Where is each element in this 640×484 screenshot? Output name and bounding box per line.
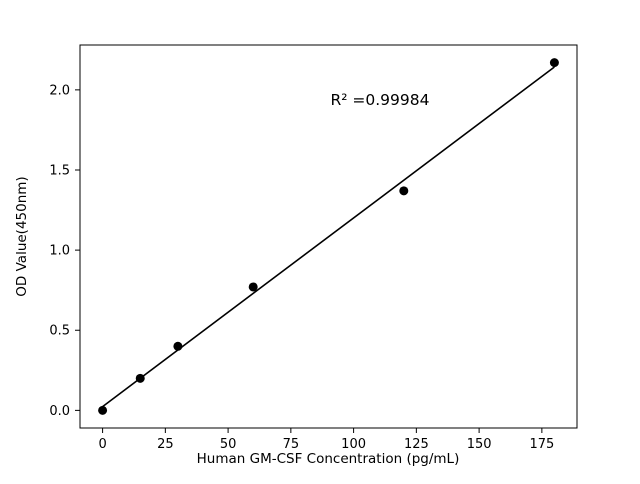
- axis-ticks: 0 25 50 75 100 125 150 175 0.0 0.5 1.0 1.5 2.0: [49, 83, 554, 452]
- data-point: [135, 373, 145, 383]
- y-tick-label: 0.5: [49, 324, 70, 339]
- x-tick-label: 50: [220, 437, 237, 452]
- y-axis-label: OD Value(450nm): [14, 176, 30, 296]
- x-tick-label: 25: [157, 437, 174, 452]
- y-tick-label: 0.0: [49, 404, 70, 419]
- data-point: [549, 58, 559, 68]
- data-point: [173, 341, 183, 351]
- x-tick-label: 75: [283, 437, 300, 452]
- x-tick-label: 100: [341, 437, 366, 452]
- y-tick-label: 1.5: [49, 163, 70, 178]
- x-tick-label: 175: [529, 437, 554, 452]
- r-squared-annotation: R² =0.99984: [331, 91, 430, 109]
- x-tick-label: 125: [404, 437, 429, 452]
- data-point: [248, 282, 258, 292]
- x-tick-label: 0: [98, 437, 106, 452]
- y-tick-label: 2.0: [49, 83, 70, 98]
- y-tick-label: 1.0: [49, 244, 70, 259]
- x-axis-label: Human GM-CSF Concentration (pg/mL): [197, 451, 460, 467]
- data-series: [98, 58, 559, 415]
- data-point: [98, 405, 108, 415]
- x-tick-label: 150: [467, 437, 492, 452]
- data-point: [399, 186, 409, 196]
